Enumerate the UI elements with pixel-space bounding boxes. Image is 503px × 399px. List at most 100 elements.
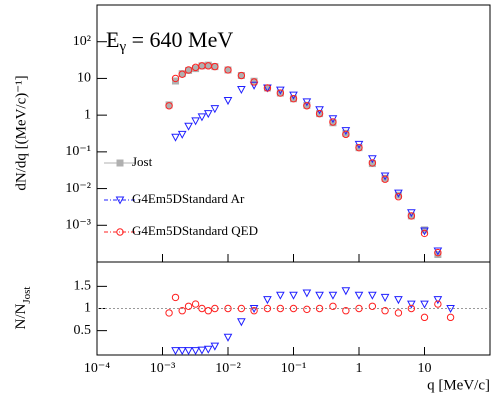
point: [446, 305, 455, 314]
point: [237, 304, 246, 313]
point: [178, 307, 186, 315]
y-tick-label: 10⁻²: [65, 181, 91, 196]
point: [329, 302, 337, 310]
point: [210, 342, 220, 351]
x-tick-label: 10: [418, 361, 432, 376]
point: [191, 347, 200, 356]
point: [394, 189, 403, 198]
x-tick-label: 10⁻²: [215, 361, 241, 376]
point: [184, 66, 193, 74]
x-tick-label: 10⁻³: [150, 361, 176, 376]
point: [250, 78, 258, 86]
x-axis-label: q [MeV/c]: [427, 377, 490, 393]
point: [368, 155, 377, 164]
point: [197, 113, 207, 122]
point: [381, 175, 389, 183]
point: [223, 97, 233, 106]
legend-marker: [116, 159, 124, 167]
point: [289, 291, 298, 300]
point: [328, 291, 338, 300]
point: [171, 293, 180, 302]
y-axis-label: dN/dq [(MeV/c)⁻¹]: [13, 75, 29, 190]
point: [223, 333, 233, 342]
point: [355, 304, 363, 313]
point: [276, 89, 285, 97]
point: [368, 291, 377, 300]
y-tick-label: 10: [77, 71, 91, 86]
point: [197, 346, 207, 355]
point: [263, 304, 272, 313]
x-tick-label: 1: [356, 361, 363, 376]
point: [315, 109, 324, 118]
point: [303, 305, 311, 314]
point: [289, 95, 298, 103]
point: [434, 248, 442, 257]
point: [420, 227, 429, 236]
point: [329, 118, 337, 126]
point: [237, 85, 246, 95]
legend-label: G4Em5DStandard Ar: [132, 191, 245, 206]
point: [354, 291, 364, 300]
point: [289, 91, 298, 100]
point: [184, 122, 193, 131]
point: [394, 193, 403, 201]
point: [407, 304, 416, 313]
x-tick-label: 10⁻¹: [281, 361, 307, 376]
point: [237, 318, 246, 327]
point: [420, 229, 429, 238]
point: [407, 212, 416, 220]
point: [177, 347, 187, 356]
y-axis-label: N/NJost: [13, 287, 32, 330]
point: [203, 110, 213, 119]
point: [394, 296, 403, 305]
point: [303, 102, 311, 110]
point: [302, 98, 312, 107]
point: [302, 289, 312, 298]
point: [249, 81, 259, 90]
annotation: Eγ = 640 MeV: [106, 27, 233, 55]
point: [165, 309, 173, 317]
point: [178, 70, 186, 78]
point: [315, 106, 324, 115]
point: [446, 313, 455, 322]
point: [198, 304, 206, 313]
point: [249, 305, 259, 314]
point: [211, 62, 219, 71]
point: [380, 293, 390, 302]
point: [341, 127, 351, 136]
point: [315, 291, 324, 300]
point: [203, 345, 213, 354]
x-tick-label: 10⁻⁴: [84, 361, 110, 376]
legend-label: G4Em5DStandard QED: [132, 223, 258, 238]
point: [263, 84, 272, 92]
point: [381, 307, 389, 315]
point: [434, 300, 442, 308]
y-tick-label: 1.5: [74, 279, 92, 294]
point: [433, 247, 443, 256]
point: [315, 304, 324, 313]
point: [355, 143, 363, 152]
point: [342, 130, 350, 139]
point: [210, 105, 220, 114]
point: [250, 307, 258, 315]
point: [420, 300, 429, 309]
point: [263, 296, 272, 305]
y-tick-label: 1: [84, 301, 91, 316]
point: [171, 74, 180, 83]
y-tick-label: 1: [84, 107, 91, 122]
point: [368, 159, 377, 167]
point: [171, 133, 180, 142]
point: [165, 102, 173, 110]
y-tick-label: 10⁻³: [65, 218, 91, 233]
point: [276, 304, 285, 313]
point: [342, 307, 350, 315]
point: [204, 307, 212, 315]
legend-marker: [115, 196, 125, 205]
point: [211, 304, 219, 313]
point: [184, 347, 193, 356]
point: [407, 300, 416, 309]
y-tick-label: 0.5: [74, 323, 92, 338]
point: [172, 77, 180, 85]
point: [171, 347, 180, 356]
legend-label: Jost: [132, 154, 153, 169]
